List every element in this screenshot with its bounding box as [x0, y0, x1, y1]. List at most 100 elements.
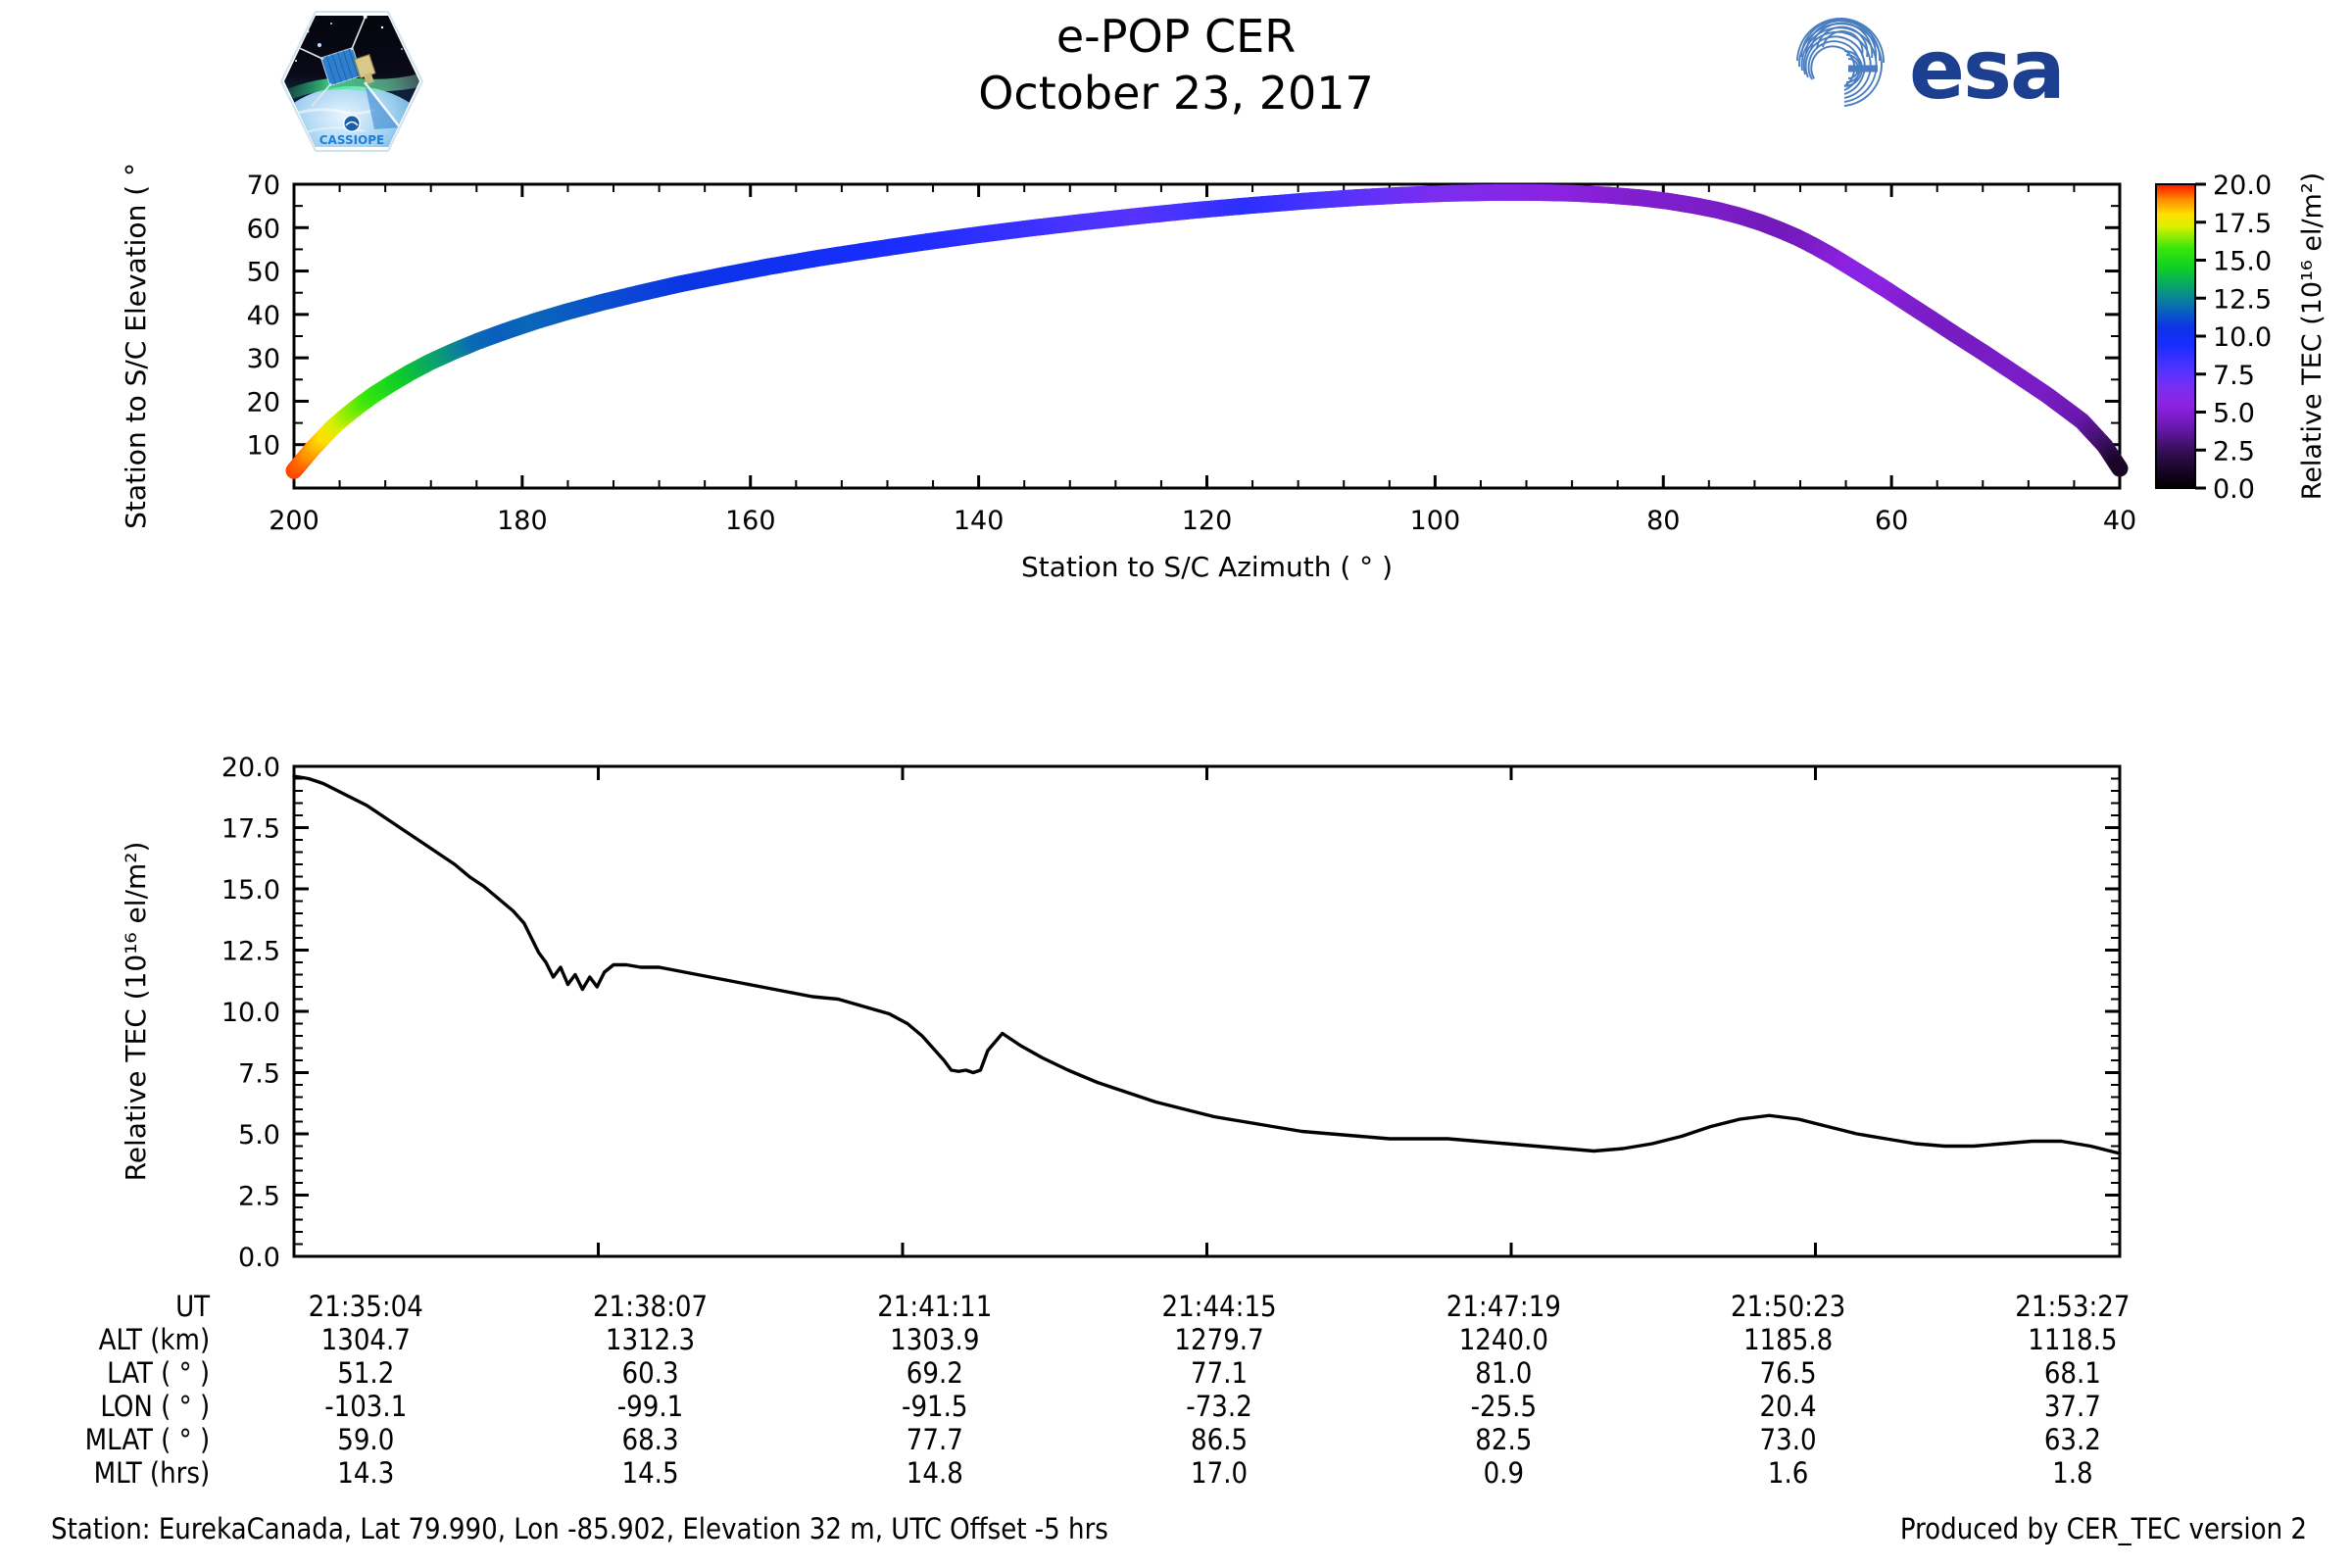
y-tick-label: 5.0	[238, 1120, 280, 1151]
colorbar-gradient	[2155, 183, 2196, 489]
table-cell: 82.5	[1475, 1423, 1533, 1456]
cassiope-logo-svg: CASSIOPE	[279, 11, 424, 152]
y-tick-label: 40	[247, 301, 280, 331]
table-cell: 14.8	[906, 1456, 963, 1490]
y-tick-label: 20	[247, 387, 280, 417]
table-cell: 68.1	[2043, 1356, 2101, 1390]
esa-logo: esa	[1793, 18, 2078, 118]
tec-timeseries-chart: 0.0 2.5 5.0 7.5 10.0 12.5 15.0 17.5 20.0 Relative…	[120, 753, 2122, 1273]
table-cell: 77.7	[906, 1423, 963, 1456]
table-cell: 1.6	[1767, 1456, 1809, 1490]
table-cell: 37.7	[2043, 1390, 2101, 1423]
table-cell: 20.4	[1759, 1390, 1817, 1423]
colorbar-tick-label: 20.0	[2213, 171, 2272, 201]
table-cell: 51.2	[337, 1356, 395, 1390]
tec-axes: 0.0 2.5 5.0 7.5 10.0 12.5 15.0 17.5 20.0 Relative…	[120, 753, 2122, 1273]
x-tick-label: 40	[2103, 506, 2136, 536]
table-cell: 81.0	[1475, 1356, 1533, 1390]
colorbar: 0.0 2.5 5.0 7.5 10.0 12.5 15.0 17.5 20.0 Relative…	[2155, 171, 2328, 505]
table-cell: 1118.5	[2028, 1323, 2118, 1356]
y-axis-title: Station to S/C Elevation ( ° )	[120, 157, 152, 529]
colorbar-tick-label: 17.5	[2213, 209, 2272, 239]
colorbar-tick-label: 15.0	[2213, 247, 2272, 277]
table-cell: 86.5	[1191, 1423, 1249, 1456]
y-tick-label: 20.0	[221, 753, 280, 783]
plot-frame	[292, 182, 2122, 490]
table-cell: 21:53:27	[2015, 1290, 2131, 1323]
table-cell: 60.3	[621, 1356, 679, 1390]
esa-logo-text: esa	[1909, 22, 2064, 108]
y-tick-label: 30	[247, 344, 280, 374]
table-cell: 14.3	[337, 1456, 395, 1490]
table-cell: -73.2	[1186, 1390, 1252, 1423]
cassiope-logo: CASSIOPE	[279, 10, 424, 153]
table-cell: 21:50:23	[1731, 1290, 1846, 1323]
table-cell: 1240.0	[1458, 1323, 1548, 1356]
table-cell: 17.0	[1191, 1456, 1249, 1490]
table-cell: 1304.7	[320, 1323, 411, 1356]
table-row-label: MLAT ( ° )	[84, 1423, 211, 1456]
table-cell: -103.1	[324, 1390, 408, 1423]
producer-footer: Produced by CER_TEC version 2	[1899, 1512, 2307, 1545]
table-cell: 14.5	[621, 1456, 679, 1490]
table-cell: 69.2	[906, 1356, 963, 1390]
colorbar-tick-label: 12.5	[2213, 284, 2272, 315]
y-tick-label: 12.5	[221, 937, 280, 967]
table-row: ALT (km) 1304.7 1312.3 1303.9 1279.7 1240.0 11…	[0, 1323, 2215, 1356]
ephemeris-table: UT 21:35:04 21:38:07 21:41:11 21:44:15 21:47:…	[0, 1290, 2215, 1490]
table-cell: 1185.8	[1742, 1323, 1834, 1356]
esa-logo-svg: esa	[1796, 18, 2066, 118]
table-cell: 77.1	[1191, 1356, 1249, 1390]
colorbar-tick-label: 0.0	[2213, 474, 2255, 505]
x-tick-label: 180	[497, 506, 548, 536]
x-tick-label: 80	[1646, 506, 1680, 536]
y-tick-label: 17.5	[221, 814, 280, 845]
x-tick-label: 100	[1410, 506, 1461, 536]
table-row: MLAT ( ° ) 59.0 68.3 77.7 86.5 82.5 73.0 63.2	[0, 1423, 2215, 1456]
y-axis-title: Relative TEC (10¹⁶ el/m²)	[120, 842, 152, 1182]
table-row: UT 21:35:04 21:38:07 21:41:11 21:44:15 21:47:…	[0, 1290, 2215, 1323]
table-cell: -91.5	[902, 1390, 968, 1423]
table-row-label: ALT (km)	[98, 1323, 211, 1356]
colorbar-tick-label: 7.5	[2213, 361, 2255, 391]
cassiope-logo-caption: CASSIOPE	[319, 133, 385, 147]
table-cell: 63.2	[2043, 1423, 2101, 1456]
esa-swirl-icon	[1796, 18, 1885, 107]
x-tick-label: 200	[269, 506, 319, 536]
tec-timeseries-panel: 0.0 2.5 5.0 7.5 10.0 12.5 15.0 17.5 20.0 Relative…	[0, 745, 2352, 1294]
table-cell: 21:35:04	[308, 1290, 423, 1323]
table-cell: -25.5	[1470, 1390, 1538, 1423]
table-cell: 68.3	[621, 1423, 679, 1456]
page-header: CASSIOPE e-POP CER October 23, 2017	[0, 0, 2352, 167]
x-tick-label: 60	[1875, 506, 1908, 536]
table-cell: -99.1	[616, 1390, 684, 1423]
table-cell: 76.5	[1759, 1356, 1817, 1390]
page-title: e-POP CER October 23, 2017	[686, 8, 1666, 122]
table-cell: 1312.3	[605, 1323, 696, 1356]
table-cell: 21:41:11	[877, 1290, 993, 1323]
y-tick-label: 0.0	[238, 1243, 280, 1273]
title-line-primary: e-POP CER	[1055, 10, 1297, 63]
tec-data-line	[292, 774, 2122, 1155]
table-cell: 1303.9	[890, 1323, 980, 1356]
table-cell: 1279.7	[1174, 1323, 1264, 1356]
table-row-label: MLT (hrs)	[93, 1456, 211, 1490]
elevation-azimuth-chart: 200 180 160 140 120 100 80 60 40 Station to S/C A…	[120, 143, 2328, 583]
title-line-date: October 23, 2017	[978, 67, 1374, 120]
y-tick-label: 7.5	[238, 1059, 280, 1090]
table-cell: 1.8	[2052, 1456, 2093, 1490]
elevation-azimuth-panel: 200 180 160 140 120 100 80 60 40 Station to S/C A…	[0, 143, 2352, 745]
table-cell: 21:38:07	[592, 1290, 709, 1323]
y-tick-label: 50	[247, 258, 280, 288]
table-row: LAT ( ° ) 51.2 60.3 69.2 77.1 81.0 76.5 68.1	[0, 1356, 2215, 1390]
satellite-track	[285, 183, 2129, 479]
table-row: MLT (hrs) 14.3 14.5 14.8 17.0 0.9 1.6 1.8	[0, 1456, 2215, 1490]
elevation-azimuth-axes: 200 180 160 140 120 100 80 60 40 Station to S/C A…	[120, 143, 2136, 583]
table-cell: 0.9	[1483, 1456, 1525, 1490]
y-tick-label: 60	[247, 214, 280, 244]
table-row: LON ( ° ) -103.1 -99.1 -91.5 -73.2 -25.5 20.4 3…	[0, 1390, 2215, 1423]
table-cell: 73.0	[1759, 1423, 1817, 1456]
table-cell: 21:44:15	[1161, 1290, 1277, 1323]
y-tick-label: 15.0	[221, 875, 280, 906]
table-row-label: LAT ( ° )	[107, 1356, 211, 1390]
